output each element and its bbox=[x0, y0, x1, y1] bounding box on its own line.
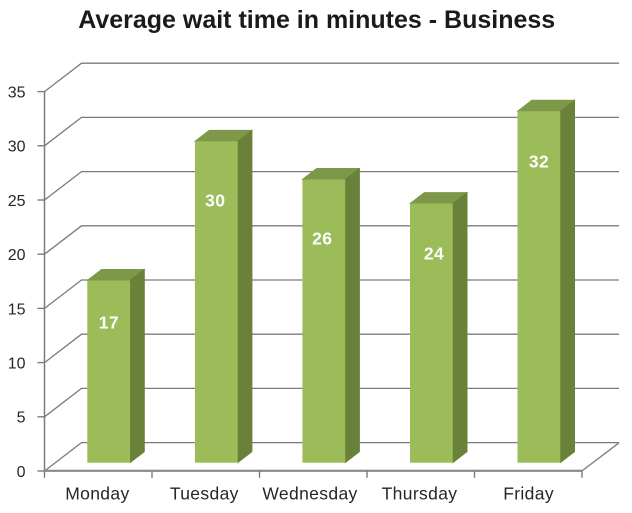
svg-text:Friday: Friday bbox=[503, 484, 554, 504]
svg-text:0: 0 bbox=[17, 464, 26, 481]
svg-text:Wednesday: Wednesday bbox=[262, 484, 357, 504]
svg-text:17: 17 bbox=[99, 312, 119, 332]
svg-text:35: 35 bbox=[8, 85, 26, 102]
svg-text:Tuesday: Tuesday bbox=[170, 484, 239, 504]
svg-text:32: 32 bbox=[529, 152, 549, 172]
svg-text:30: 30 bbox=[205, 191, 225, 211]
svg-text:30: 30 bbox=[8, 139, 26, 156]
svg-text:24: 24 bbox=[424, 244, 444, 264]
svg-text:5: 5 bbox=[17, 410, 26, 427]
svg-text:15: 15 bbox=[8, 301, 26, 318]
svg-text:26: 26 bbox=[312, 229, 332, 249]
svg-text:25: 25 bbox=[8, 193, 26, 210]
svg-text:20: 20 bbox=[8, 247, 26, 264]
svg-text:Thursday: Thursday bbox=[382, 484, 458, 504]
svg-text:Average wait time in minutes -: Average wait time in minutes - Business bbox=[78, 6, 555, 34]
svg-text:10: 10 bbox=[8, 356, 26, 373]
svg-text:Monday: Monday bbox=[65, 484, 129, 504]
